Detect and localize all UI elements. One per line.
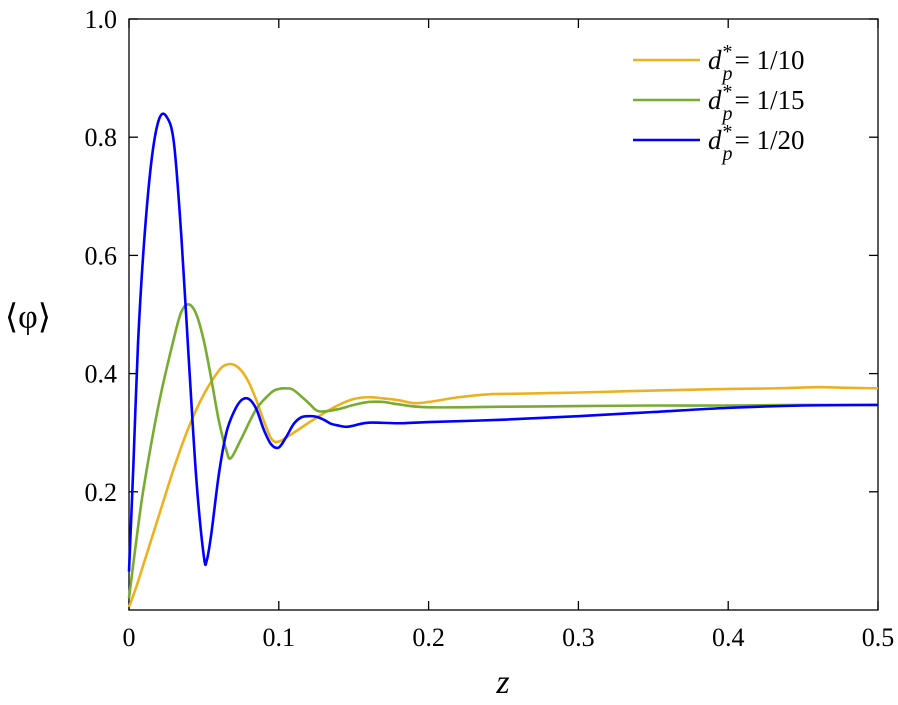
x-tick-label: 0.5: [862, 623, 895, 652]
y-tick-label: 0.2: [85, 478, 118, 507]
x-tick-label: 0.2: [412, 623, 445, 652]
y-tick-label: 0.4: [85, 360, 118, 389]
legend-entry-3: d* p= 1/20: [708, 121, 804, 165]
x-tick-label: 0.3: [562, 623, 595, 652]
y-tick-label: 0.8: [85, 123, 118, 152]
x-tick-label: 0.4: [712, 623, 745, 652]
series-line-2: [127, 303, 879, 599]
legend-entry-2: d* p= 1/15: [708, 81, 804, 125]
series-line-1: [127, 362, 879, 608]
x-tick-label: 0.1: [263, 623, 296, 652]
x-axis-label: z: [495, 664, 509, 701]
series-lines: [127, 112, 879, 608]
legend: d* p= 1/10d* p= 1/15d* p= 1/20: [633, 41, 804, 165]
y-tick-label: 1.0: [85, 5, 118, 34]
series-line-3: [127, 112, 879, 572]
plot-frame: [128, 18, 879, 611]
x-tick-label: 0: [123, 623, 136, 652]
y-tick-label: 0.6: [85, 241, 118, 270]
legend-entry-1: d* p= 1/10: [708, 41, 804, 85]
y-axis-label: ⟨φ⟩: [5, 299, 51, 336]
axis-ticks: 0 0.1 0.2 0.3 0.4 0.5 0.2 0.4 0.6 0.8 1.0: [85, 5, 895, 652]
